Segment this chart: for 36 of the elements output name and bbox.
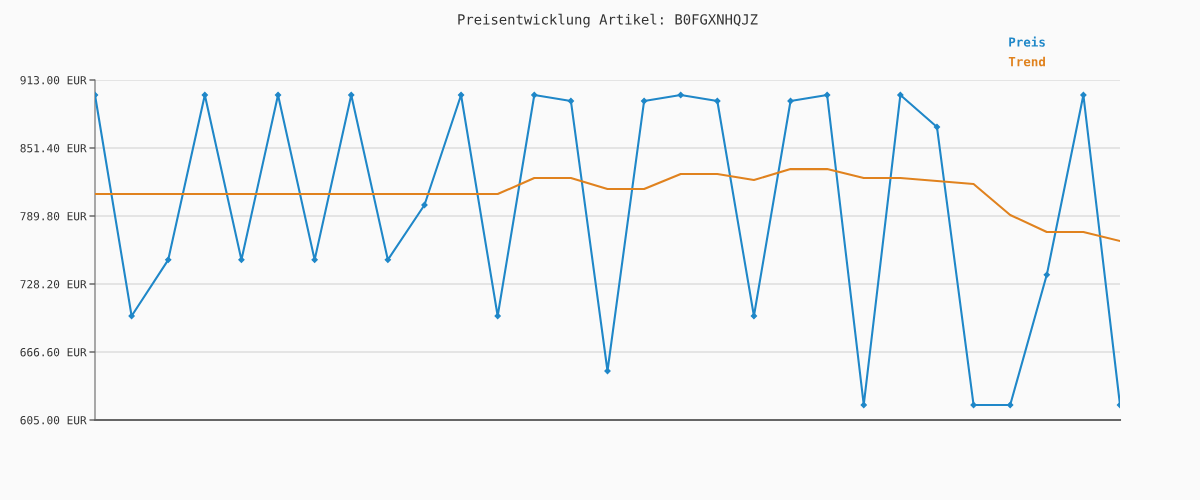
point [128, 312, 135, 320]
point [640, 97, 648, 105]
point [860, 401, 867, 409]
point [823, 91, 831, 99]
point [787, 97, 794, 105]
text: Trend [1008, 56, 1045, 67]
point [714, 97, 721, 105]
point [1043, 271, 1050, 278]
chart-title: Preisentwicklung Artikel: B0FGXNHQJZ [458, 13, 758, 28]
point [311, 256, 318, 263]
point [457, 91, 465, 99]
point [897, 91, 904, 99]
point [750, 312, 758, 320]
point [348, 91, 355, 99]
point [201, 91, 208, 99]
point [274, 91, 282, 99]
text: Preis [1009, 36, 1045, 47]
y-tick-label: 789.80 EUR [20, 212, 87, 221]
point [384, 256, 392, 263]
line-series [95, 168, 1120, 242]
line-series [95, 91, 1120, 409]
point [567, 97, 575, 105]
point [494, 312, 501, 320]
point [970, 401, 977, 409]
point [531, 91, 538, 99]
point [1007, 401, 1014, 409]
y-tick-label: 851.40 EUR [20, 144, 87, 153]
y-tick-label: 913.00 EUR [20, 76, 87, 85]
point [421, 201, 428, 209]
point [677, 91, 684, 99]
point [165, 256, 172, 263]
y-tick-label: 605.00 EUR [20, 416, 87, 425]
point [1080, 91, 1087, 99]
point [933, 123, 941, 131]
y-tick-label: 728.20 EUR [20, 280, 87, 289]
y-tick-label: 666.60 EUR [20, 348, 87, 357]
